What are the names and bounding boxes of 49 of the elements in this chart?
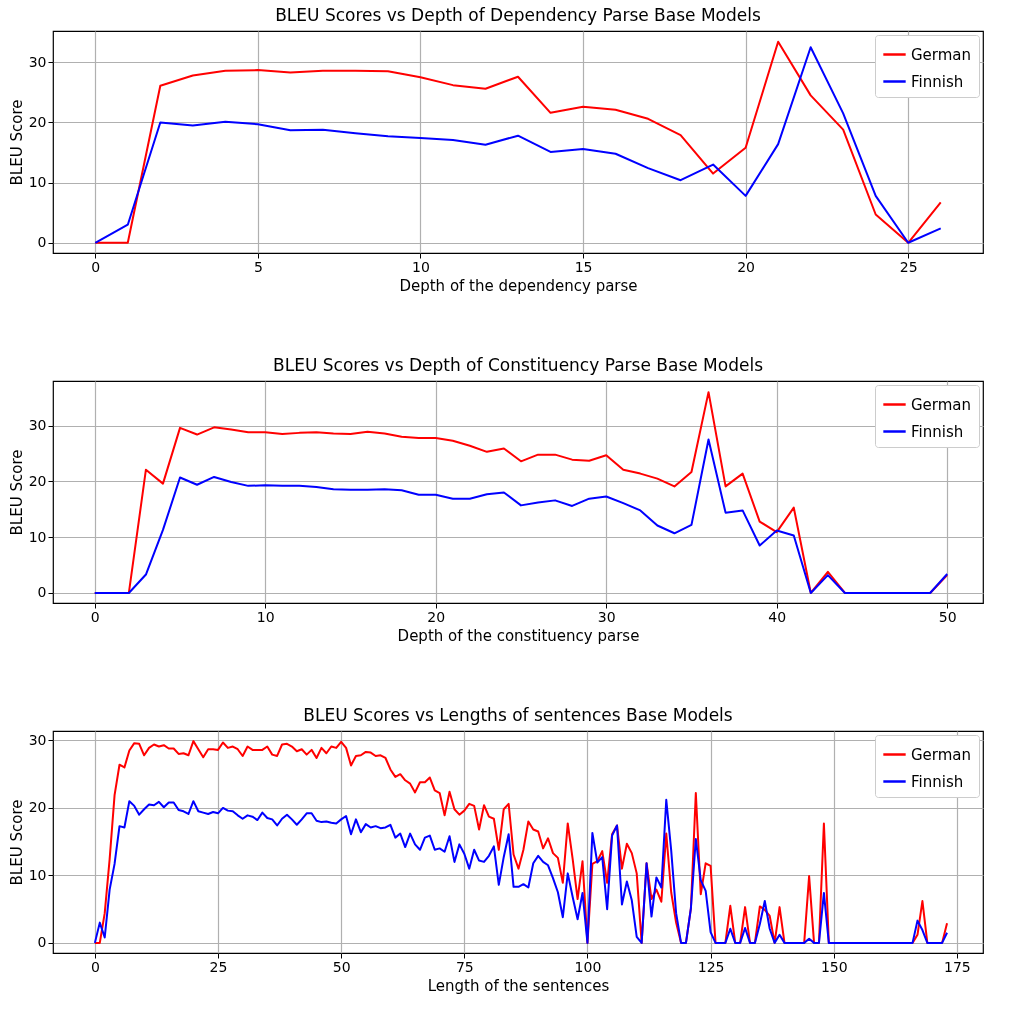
y-axis-title: BLEU Score bbox=[7, 799, 26, 886]
x-tick-label: 20 bbox=[427, 608, 446, 625]
chart-title: BLEU Scores vs Depth of Constituency Parse Base Models bbox=[273, 355, 764, 375]
y-tick-label: 30 bbox=[28, 417, 47, 434]
x-tick-label: 30 bbox=[597, 608, 616, 625]
x-tick-label: 75 bbox=[455, 958, 474, 975]
x-tick-label: 0 bbox=[90, 608, 100, 625]
y-tick-label: 30 bbox=[28, 731, 47, 748]
y-tick-label: 10 bbox=[28, 528, 47, 545]
x-tick-label: 50 bbox=[938, 608, 957, 625]
x-tick-label: 15 bbox=[574, 258, 593, 275]
legend-label: Finnish bbox=[911, 422, 964, 441]
legend-label: Finnish bbox=[911, 72, 964, 91]
legend-label: Finnish bbox=[911, 772, 964, 791]
x-tick-label: 20 bbox=[737, 258, 756, 275]
y-tick-label: 0 bbox=[37, 934, 47, 951]
y-tick-label: 20 bbox=[28, 799, 47, 816]
y-tick-label: 30 bbox=[28, 53, 47, 70]
y-axis-title: BLEU Score bbox=[7, 99, 26, 186]
y-axis-title: BLEU Score bbox=[7, 449, 26, 536]
chart-title: BLEU Scores vs Depth of Dependency Parse Base Models bbox=[275, 5, 761, 25]
x-tick-label: 0 bbox=[91, 258, 101, 275]
y-tick-label: 0 bbox=[37, 234, 47, 251]
x-tick-label: 100 bbox=[574, 958, 602, 975]
legend-label: German bbox=[911, 745, 972, 764]
y-tick-label: 20 bbox=[28, 472, 47, 489]
x-tick-label: 175 bbox=[944, 958, 971, 975]
y-tick-label: 20 bbox=[28, 113, 47, 130]
x-tick-label: 125 bbox=[697, 958, 725, 975]
legend-label: German bbox=[911, 395, 972, 414]
x-tick-label: 40 bbox=[768, 608, 787, 625]
line-series bbox=[93, 438, 949, 594]
x-tick-label: 25 bbox=[209, 958, 228, 975]
x-tick-label: 5 bbox=[253, 258, 263, 275]
y-tick-label: 10 bbox=[28, 174, 47, 191]
x-axis-title: Length of the sentences bbox=[427, 976, 610, 995]
chart-title: BLEU Scores vs Lengths of sentences Base Models bbox=[303, 705, 733, 725]
line-series bbox=[93, 798, 949, 944]
legend-label: German bbox=[911, 45, 972, 64]
x-tick-label: 150 bbox=[820, 958, 848, 975]
y-tick-label: 0 bbox=[37, 584, 47, 601]
y-tick-label: 10 bbox=[28, 866, 47, 883]
x-tick-label: 25 bbox=[899, 258, 918, 275]
x-axis-title: Depth of the constituency parse bbox=[397, 626, 640, 645]
x-tick-label: 10 bbox=[256, 608, 275, 625]
x-axis-title: Depth of the dependency parse bbox=[399, 276, 638, 295]
x-tick-label: 50 bbox=[332, 958, 351, 975]
x-tick-label: 0 bbox=[90, 958, 100, 975]
x-tick-label: 10 bbox=[412, 258, 430, 275]
